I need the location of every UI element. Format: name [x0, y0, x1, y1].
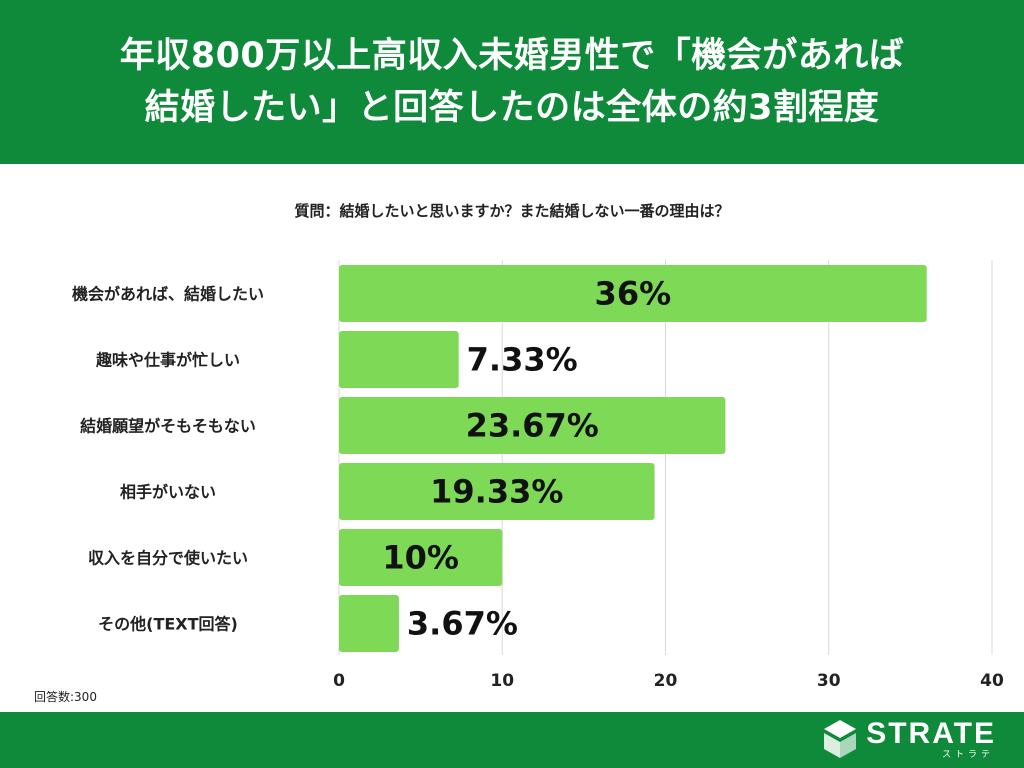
data-label: 19.33% — [430, 473, 563, 511]
category-label: 相手がいない — [120, 483, 216, 502]
footer-banner: STRATE ストラテ — [0, 712, 1024, 768]
bar — [339, 463, 655, 520]
brand-logo: STRATE ストラテ — [820, 718, 996, 760]
data-label: 36% — [595, 275, 672, 313]
page-title-line-1: 年収800万以上高収入未婚男性で「機会があれば — [119, 36, 905, 76]
page-title-line-2: 結婚したい」と回答したのは全体の約3割程度 — [144, 88, 880, 128]
x-tick-label: 30 — [817, 671, 841, 690]
bar — [339, 265, 927, 322]
strate-logo-icon — [824, 720, 857, 758]
category-label: 機会があれば、結婚したい — [72, 285, 264, 304]
bar — [339, 529, 503, 586]
data-label: 7.33% — [467, 341, 578, 379]
brand-subtitle: ストラテ — [941, 750, 994, 760]
bar-chart: 0 10 20 30 40 機会があれば、結婚したい 36% 趣味や仕事が忙しい 7.33% 結婚… — [72, 260, 1004, 690]
category-label: その他(TEXT回答) — [98, 615, 238, 634]
bar — [339, 397, 726, 454]
category-label: 趣味や仕事が忙しい — [95, 351, 240, 370]
data-label: 10% — [382, 539, 459, 577]
category-label: 収入を自分で使いたい — [88, 549, 248, 568]
bar — [339, 331, 459, 388]
bar — [339, 595, 399, 652]
data-label: 23.67% — [466, 407, 599, 445]
header-banner: 年収800万以上高収入未婚男性で「機会があれば 結婚したい」と回答したのは全体の… — [0, 0, 1024, 164]
x-tick-label: 0 — [333, 671, 345, 690]
x-tick-label: 20 — [654, 671, 678, 690]
survey-question: 質問：結婚したいと思いますか？また結婚しない一番の理由は？ — [294, 202, 730, 220]
data-label: 3.67% — [407, 605, 518, 643]
x-tick-label: 40 — [980, 671, 1004, 690]
brand-name: STRATE — [866, 717, 996, 750]
response-count: 回答数:300 — [34, 690, 97, 704]
category-label: 結婚願望がそもそもない — [80, 417, 256, 436]
x-tick-label: 10 — [490, 671, 514, 690]
